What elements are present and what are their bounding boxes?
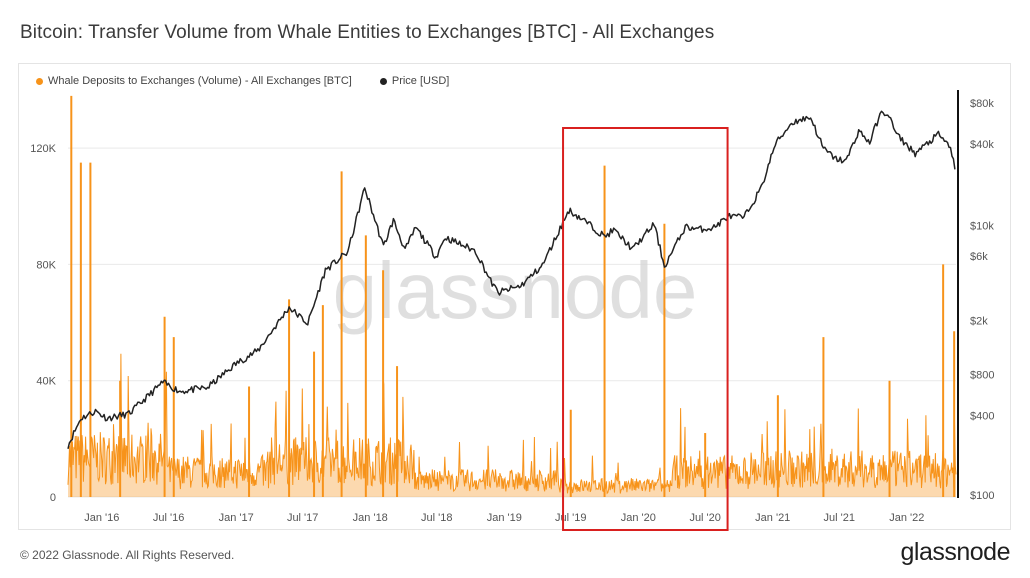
x-tick-label: Jan '20 xyxy=(621,512,656,524)
x-tick-label: Jan '16 xyxy=(84,512,119,524)
y-right-axis-ticks: $100 $400 $800 $2k $6k $10k $40k $80k xyxy=(970,98,994,502)
copyright-footer: © 2022 Glassnode. All Rights Reserved. xyxy=(20,548,235,562)
legend-price-label: Price [USD] xyxy=(391,75,450,87)
chart-title: Bitcoin: Transfer Volume from Whale Enti… xyxy=(20,22,715,43)
y-right-tick-label: $10k xyxy=(970,221,994,233)
volume-line xyxy=(67,353,957,495)
price-line xyxy=(67,110,956,449)
y-right-tick-label: $100 xyxy=(970,490,994,502)
y-right-tick-label: $6k xyxy=(970,251,988,263)
chart-panel xyxy=(18,63,1011,530)
y-left-axis-ticks: 0 40K 80K 120K xyxy=(30,143,56,504)
legend-item-volume[interactable]: Whale Deposits to Exchanges (Volume) - A… xyxy=(36,75,352,87)
x-tick-label: Jan '18 xyxy=(353,512,388,524)
watermark: glassnode xyxy=(333,246,698,335)
volume-spikes xyxy=(70,95,956,497)
x-tick-label: Jul '21 xyxy=(823,512,854,524)
legend-price-dot-icon xyxy=(379,77,387,85)
glassnode-logo[interactable]: glassnode xyxy=(900,538,1011,566)
y-right-tick-label: $400 xyxy=(970,410,994,422)
y-left-tick-label: 80K xyxy=(36,259,56,271)
legend-volume-dot-icon xyxy=(36,77,43,85)
y-left-tick-label: 40K xyxy=(36,376,56,388)
x-axis-ticks: Jan '16 Jul '16 Jan '17 Jul '17 Jan '18 Jul '… xyxy=(84,512,924,524)
y-right-tick-label: $2k xyxy=(970,315,988,327)
x-tick-label: Jan '19 xyxy=(487,512,522,524)
x-tick-label: Jul '19 xyxy=(555,512,586,524)
grid-lines xyxy=(68,147,956,498)
chart-legend: Whale Deposits to Exchanges (Volume) - A… xyxy=(36,75,449,87)
legend-item-price[interactable]: Price [USD] xyxy=(379,75,450,87)
y-right-tick-label: $40k xyxy=(970,139,994,151)
x-tick-label: Jul '17 xyxy=(287,512,318,524)
x-tick-label: Jan '22 xyxy=(889,512,924,524)
x-tick-label: Jan '17 xyxy=(219,512,254,524)
x-tick-label: Jul '18 xyxy=(421,512,452,524)
y-left-tick-label: 120K xyxy=(30,143,56,155)
x-tick-label: Jan '21 xyxy=(755,512,790,524)
y-right-tick-label: $800 xyxy=(970,369,994,381)
y-right-tick-label: $80k xyxy=(970,98,994,110)
highlight-box xyxy=(562,127,729,531)
x-tick-label: Jul '20 xyxy=(689,512,720,524)
x-tick-label: Jul '16 xyxy=(153,512,184,524)
y-left-tick-label: 0 xyxy=(50,492,56,504)
legend-volume-label: Whale Deposits to Exchanges (Volume) - A… xyxy=(48,75,352,87)
